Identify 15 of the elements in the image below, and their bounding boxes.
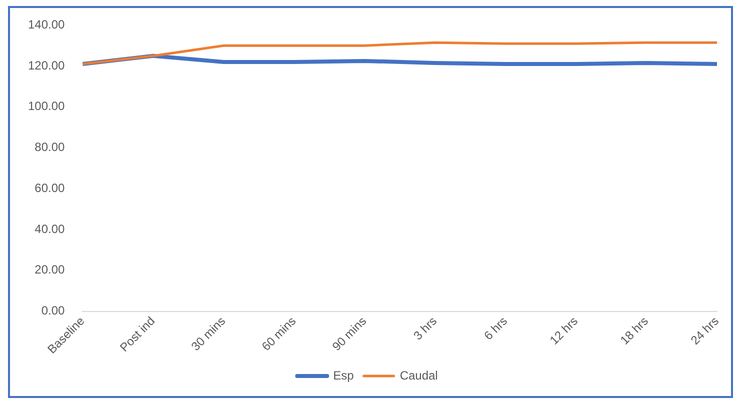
x-tick-label: 12 hrs bbox=[547, 314, 581, 348]
y-tick-label: 120.00 bbox=[28, 58, 66, 72]
y-tick-label: 20.00 bbox=[34, 262, 66, 277]
y-tick-label: 0.00 bbox=[41, 304, 66, 318]
y-tick-label: 60.00 bbox=[34, 180, 66, 195]
x-tick-label: 6 hrs bbox=[481, 314, 510, 343]
y-tick-label: 80.00 bbox=[34, 140, 66, 154]
x-tick-label: 24 hrs bbox=[688, 314, 722, 348]
y-tick-label: 100.00 bbox=[28, 99, 66, 114]
x-tick-label: 3 hrs bbox=[410, 314, 440, 343]
y-tick-label: 40.00 bbox=[34, 222, 66, 236]
legend-label: Esp bbox=[333, 368, 354, 382]
legend-label: Caudal bbox=[400, 368, 438, 382]
y-tick-label: 140.00 bbox=[28, 18, 66, 32]
x-tick-label: 18 hrs bbox=[618, 314, 651, 348]
